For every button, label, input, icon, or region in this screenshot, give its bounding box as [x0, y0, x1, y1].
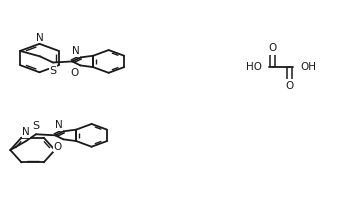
Text: O: O	[269, 43, 277, 53]
Text: OH: OH	[300, 62, 316, 72]
Text: N: N	[22, 127, 30, 137]
Text: O: O	[285, 81, 293, 91]
Text: HO: HO	[246, 62, 262, 72]
Text: N: N	[55, 120, 62, 130]
Text: N: N	[72, 46, 79, 56]
Text: S: S	[49, 66, 57, 76]
Text: O: O	[53, 141, 62, 152]
Text: O: O	[70, 68, 79, 78]
Text: N: N	[36, 33, 43, 43]
Text: S: S	[33, 121, 39, 131]
